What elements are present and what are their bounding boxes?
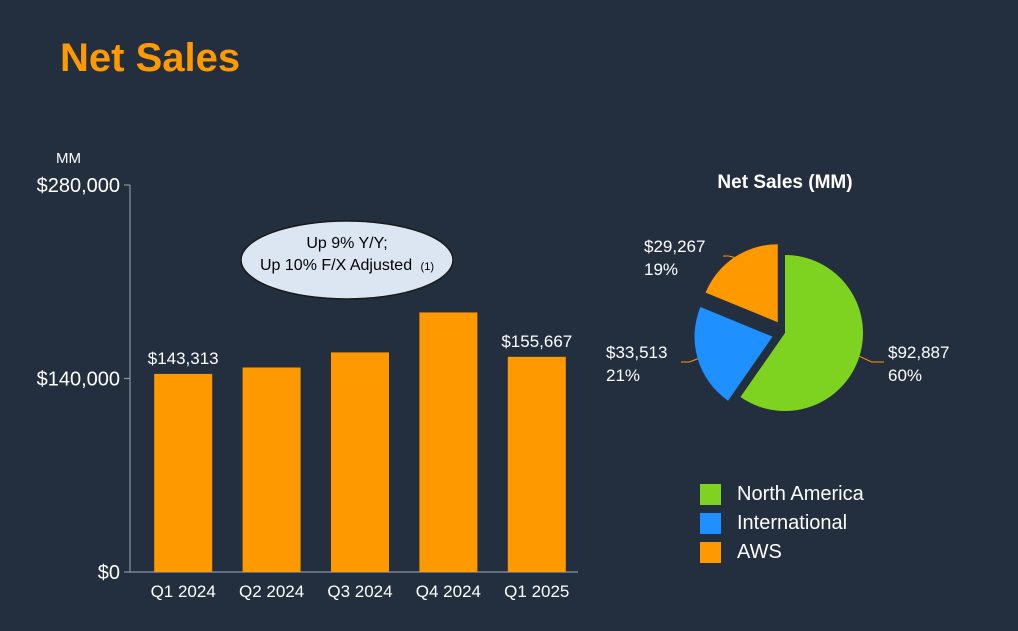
- y-tick-label: $140,000: [37, 369, 120, 391]
- bar-data-label: $155,667: [501, 332, 572, 351]
- pie-value-label: $92,887: [888, 343, 949, 362]
- x-tick-label: Q2 2024: [239, 582, 304, 601]
- legend-item-international: International: [700, 509, 864, 538]
- pie-slice-north-america: [740, 255, 863, 412]
- y-tick-label: $0: [98, 562, 120, 584]
- annotation-line-2: Up 10% F/X Adjusted (1): [260, 257, 434, 274]
- legend-swatch: [700, 542, 721, 563]
- pie-legend: North America International AWS: [700, 480, 864, 567]
- annotation-line-2-main: Up 10% F/X Adjusted: [260, 257, 412, 274]
- legend-label: North America: [737, 483, 864, 505]
- legend-swatch: [700, 484, 721, 505]
- page-title: Net Sales: [60, 36, 241, 80]
- annotation-bubble: [240, 220, 454, 300]
- pie-slice-aws: [705, 244, 778, 323]
- legend-swatch: [700, 513, 721, 534]
- bar-data-label: $143,313: [148, 349, 219, 368]
- bar-q1-2025: [507, 356, 566, 572]
- x-tick-label: Q4 2024: [416, 582, 481, 601]
- pie-percent-label: 21%: [606, 366, 640, 385]
- x-tick-label: Q1 2025: [504, 582, 569, 601]
- legend-label: International: [737, 512, 848, 534]
- bar-q2-2024: [242, 367, 301, 572]
- bar-q1-2024: [154, 373, 213, 572]
- x-tick-label: Q3 2024: [327, 582, 392, 601]
- growth-annotation: Up 9% Y/Y; Up 10% F/X Adjusted (1): [240, 220, 454, 300]
- pie-leader-line: [859, 355, 884, 363]
- legend-label: AWS: [737, 541, 782, 563]
- pie-value-label: $33,513: [606, 343, 667, 362]
- pie-percent-label: 19%: [644, 260, 678, 279]
- pie-slice-international: [694, 307, 773, 401]
- annotation-line-1: Up 9% Y/Y;: [306, 235, 387, 252]
- bar-q3-2024: [331, 352, 389, 572]
- pie-leader-line: [723, 255, 735, 258]
- pie-percent-label: 60%: [888, 366, 922, 385]
- x-tick-label: Q1 2024: [151, 582, 216, 601]
- annotation-footnote: (1): [421, 261, 434, 273]
- legend-item-aws: AWS: [700, 538, 864, 567]
- y-axis-unit-label: MM: [56, 150, 81, 167]
- bar-q4-2024: [419, 312, 478, 572]
- pie-value-label: $29,267: [644, 237, 705, 256]
- pie-leader-line: [681, 358, 698, 363]
- y-tick-label: $280,000: [37, 175, 120, 197]
- legend-item-north-america: North America: [700, 480, 864, 509]
- pie-chart-title: Net Sales (MM): [717, 172, 852, 193]
